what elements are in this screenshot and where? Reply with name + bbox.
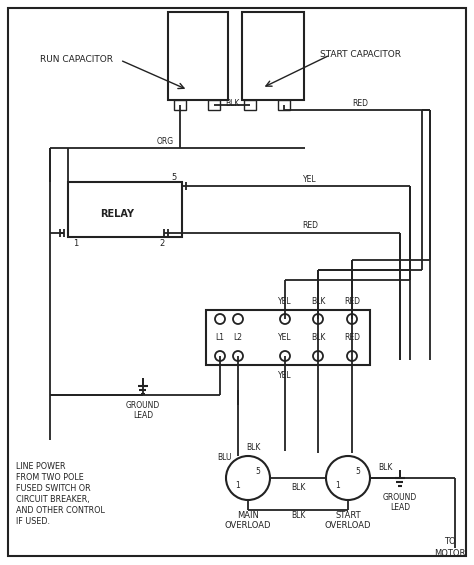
Bar [168, 12, 228, 100]
Bar [242, 12, 304, 100]
Text: 1: 1 [73, 240, 79, 249]
Text: AND OTHER CONTROL: AND OTHER CONTROL [16, 506, 105, 515]
Text: RED: RED [302, 221, 318, 231]
Text: 5: 5 [255, 467, 260, 476]
Text: 5: 5 [356, 467, 360, 476]
Text: START: START [335, 511, 361, 519]
Text: BLK: BLK [311, 332, 325, 341]
Text: GROUND: GROUND [383, 493, 417, 502]
Text: BLK: BLK [291, 511, 305, 519]
Text: 1: 1 [236, 481, 240, 490]
Text: L1: L1 [216, 332, 225, 341]
Text: BLK: BLK [291, 484, 305, 493]
Text: LEAD: LEAD [390, 503, 410, 512]
Text: L2: L2 [234, 332, 243, 341]
Text: YEL: YEL [278, 298, 292, 306]
Text: YEL: YEL [303, 175, 317, 184]
Text: BLK: BLK [378, 463, 392, 472]
Text: START CAPACITOR: START CAPACITOR [320, 50, 401, 59]
Text: FROM TWO POLE: FROM TWO POLE [16, 473, 84, 482]
Text: GROUND: GROUND [126, 402, 160, 411]
Text: LINE POWER: LINE POWER [16, 462, 65, 471]
Text: RED: RED [344, 298, 360, 306]
Text: BLK: BLK [225, 98, 239, 107]
Text: OVERLOAD: OVERLOAD [225, 520, 271, 529]
Text: MOTOR: MOTOR [434, 549, 465, 558]
Bar [68, 182, 182, 237]
Bar [206, 310, 370, 365]
Text: YEL: YEL [278, 371, 292, 380]
Text: RUN CAPACITOR: RUN CAPACITOR [40, 55, 113, 64]
Text: 2: 2 [159, 240, 164, 249]
Text: ORG: ORG [156, 137, 173, 146]
Text: LEAD: LEAD [133, 411, 153, 420]
Text: OVERLOAD: OVERLOAD [325, 520, 371, 529]
Bar [174, 100, 186, 110]
Text: FUSED SWITCH OR: FUSED SWITCH OR [16, 484, 91, 493]
Text: RELAY: RELAY [100, 209, 134, 219]
Text: BLK: BLK [246, 444, 260, 453]
Text: YEL: YEL [278, 332, 292, 341]
Text: 5: 5 [172, 172, 177, 181]
Text: RED: RED [344, 332, 360, 341]
Bar [278, 100, 290, 110]
Text: MAIN: MAIN [237, 511, 259, 519]
Bar [208, 100, 220, 110]
Bar [244, 100, 256, 110]
Text: IF USED.: IF USED. [16, 517, 50, 526]
Text: BLU: BLU [218, 454, 232, 463]
Text: 1: 1 [336, 481, 340, 490]
Text: CIRCUIT BREAKER,: CIRCUIT BREAKER, [16, 495, 90, 504]
Text: BLK: BLK [311, 298, 325, 306]
Text: TO: TO [444, 537, 456, 546]
Text: RED: RED [352, 98, 368, 107]
